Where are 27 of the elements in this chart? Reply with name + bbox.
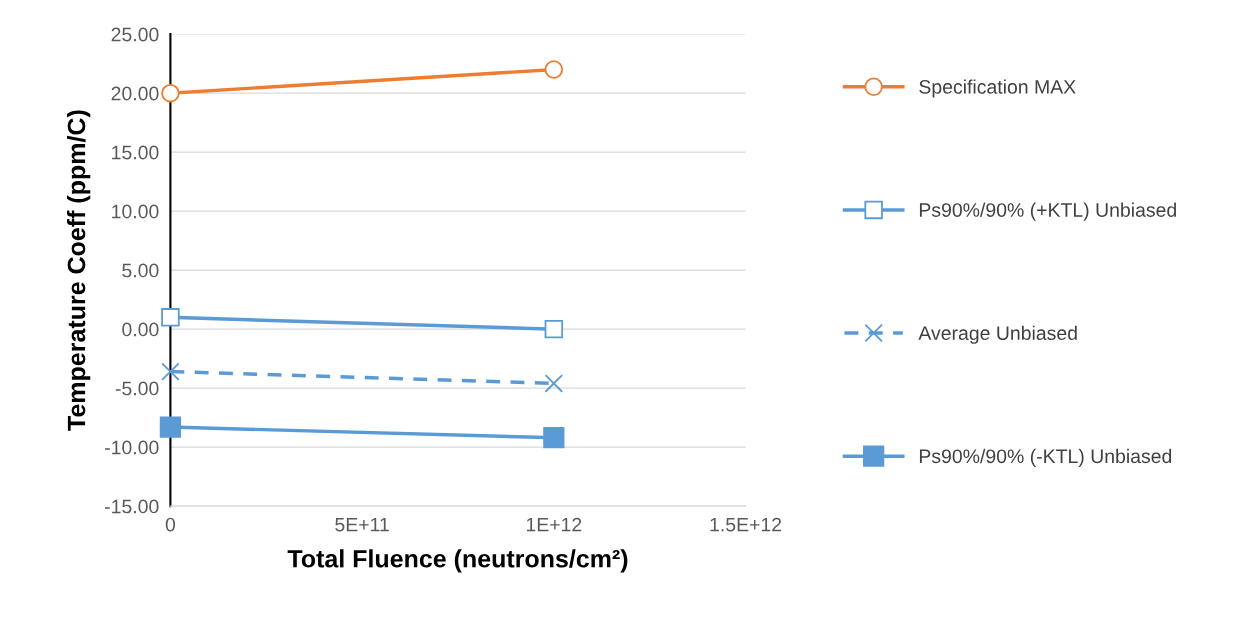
legend-label: Specification MAX xyxy=(919,79,1076,98)
y-axis-title: Temperature Coeff (ppm/C) xyxy=(66,110,91,431)
x-tick-label: 0 xyxy=(165,517,176,532)
y-tick-label: 5.00 xyxy=(122,263,159,278)
point xyxy=(544,374,564,393)
x-tick-label: 1.5E+12 xyxy=(710,517,782,532)
legend-label: Ps90%/90% (+KTL) Unbiased xyxy=(919,202,1176,221)
x-tick-label: 1E+12 xyxy=(526,517,582,532)
legend-label: Average Unbiased xyxy=(918,325,1077,344)
y-tick-label: 25.00 xyxy=(111,27,159,42)
point xyxy=(161,362,180,381)
point xyxy=(544,60,564,79)
point xyxy=(161,83,180,103)
y-tick-label: -15.00 xyxy=(105,499,159,514)
y-tick-label: 10.00 xyxy=(112,204,159,219)
x-axis-title: Total Fluence (neutrons/cm²) xyxy=(287,549,628,573)
point xyxy=(543,427,565,449)
point xyxy=(159,416,182,438)
y-tick-label: -5.00 xyxy=(115,381,159,396)
legend-label: Ps90%/90% (-KTL) Unbiased xyxy=(919,448,1172,467)
y-tick-label: 20.00 xyxy=(111,86,159,101)
y-tick-label: 15.00 xyxy=(112,145,159,160)
y-tick-label: -10.00 xyxy=(105,440,159,455)
x-tick-label: 5E+11 xyxy=(335,517,389,532)
point xyxy=(544,319,564,339)
y-tick-label: 0.00 xyxy=(122,322,159,337)
point xyxy=(161,308,180,327)
